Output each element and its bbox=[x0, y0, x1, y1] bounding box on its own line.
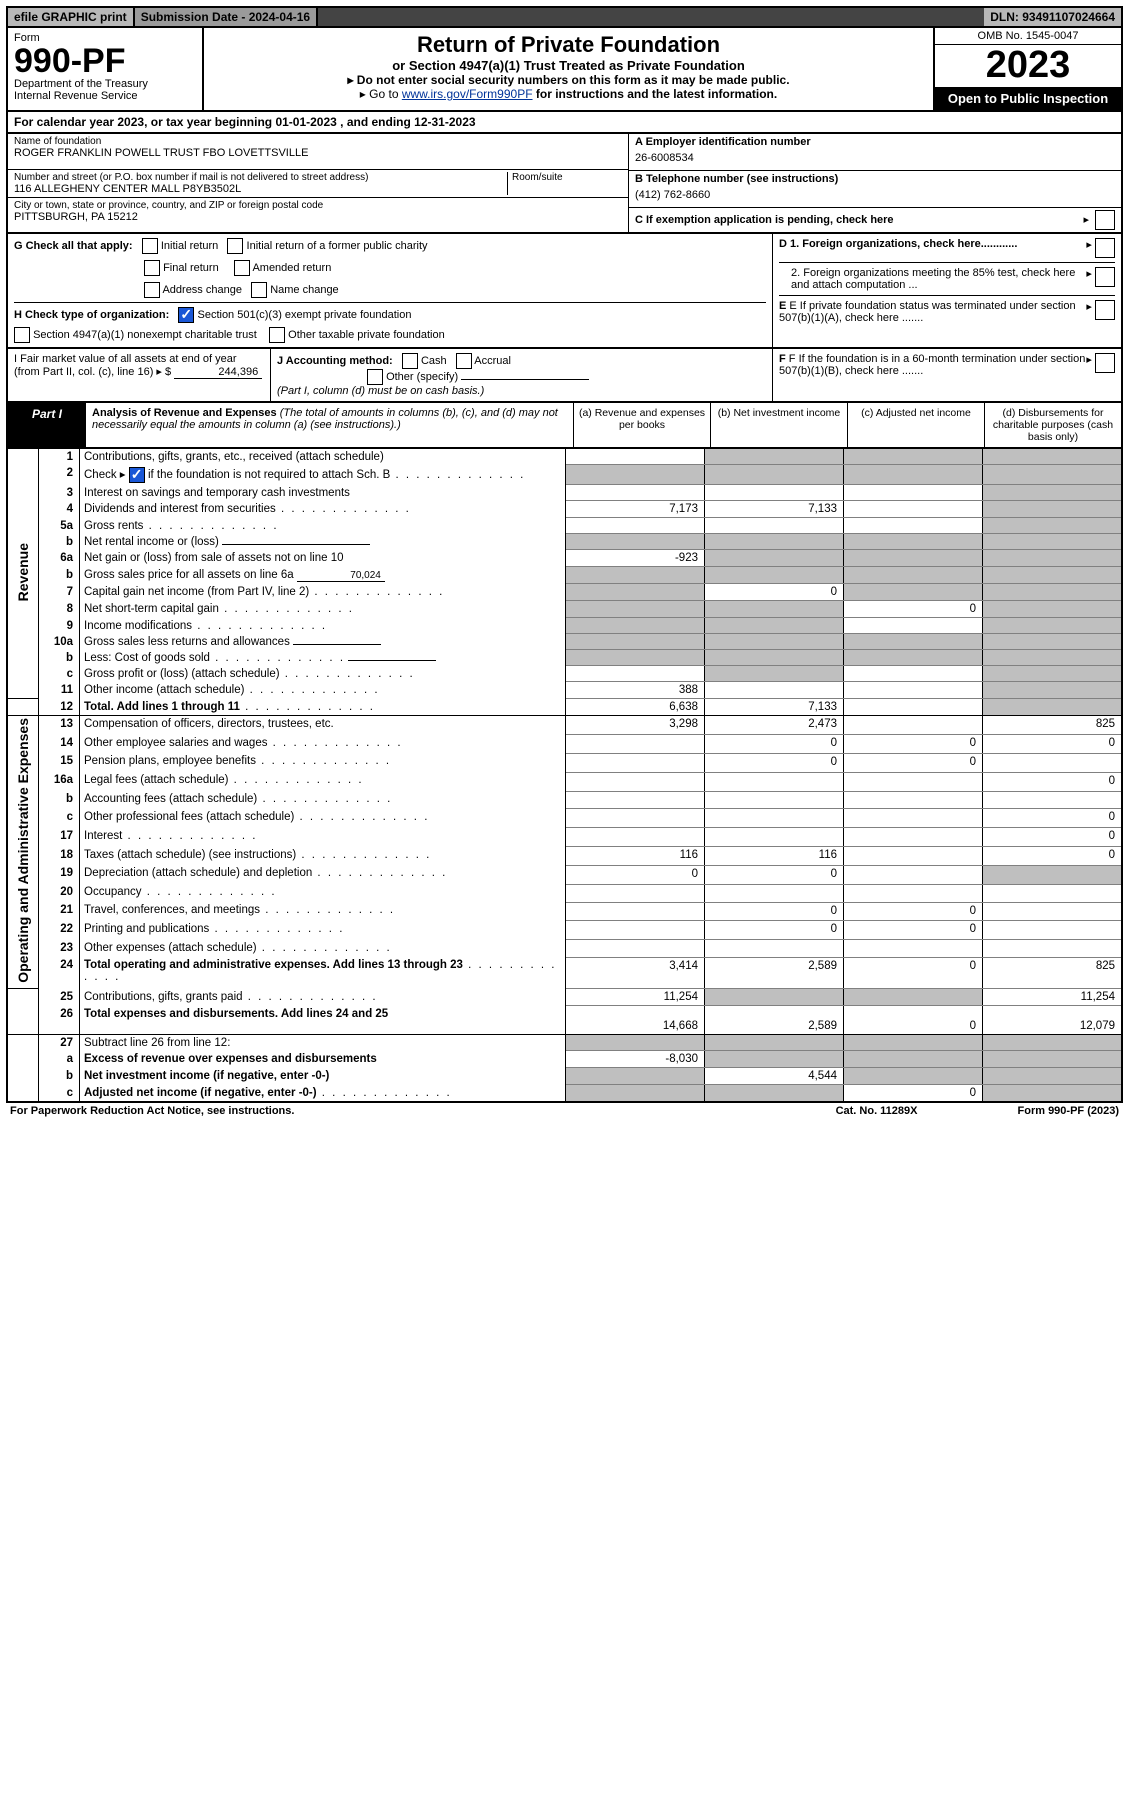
ein-label: A Employer identification number bbox=[635, 136, 811, 148]
col-a-hdr: (a) Revenue and expenses per books bbox=[573, 403, 710, 447]
g-amended[interactable] bbox=[234, 260, 250, 276]
city-label: City or town, state or province, country… bbox=[14, 200, 622, 211]
side-revenue: Revenue bbox=[15, 543, 31, 601]
h-4947[interactable] bbox=[14, 327, 30, 343]
section-g-h: G Check all that apply: Initial return I… bbox=[6, 234, 1123, 349]
j-label: J Accounting method: bbox=[277, 355, 393, 367]
d2-label: 2. Foreign organizations meeting the 85%… bbox=[779, 267, 1086, 291]
omb-number: OMB No. 1545-0047 bbox=[935, 28, 1121, 45]
phone-value: (412) 762-8660 bbox=[635, 185, 1115, 205]
g-final-return[interactable] bbox=[144, 260, 160, 276]
h-501c3[interactable] bbox=[178, 307, 194, 323]
form-subtitle: or Section 4947(a)(1) Trust Treated as P… bbox=[212, 58, 925, 73]
page-footer: For Paperwork Reduction Act Notice, see … bbox=[6, 1103, 1123, 1119]
note-ssn: ▸ Do not enter social security numbers o… bbox=[212, 73, 925, 87]
j-other[interactable] bbox=[367, 369, 383, 385]
c-checkbox[interactable] bbox=[1095, 210, 1115, 230]
g-initial-public[interactable] bbox=[227, 238, 243, 254]
col-c-hdr: (c) Adjusted net income bbox=[847, 403, 984, 447]
top-spacer bbox=[318, 8, 984, 26]
phone-label: B Telephone number (see instructions) bbox=[635, 173, 838, 185]
g-address-change[interactable] bbox=[144, 282, 160, 298]
note-link: ▸ Go to www.irs.gov/Form990PF for instru… bbox=[212, 87, 925, 101]
footer-form: Form 990-PF (2023) bbox=[1018, 1105, 1120, 1117]
footer-left: For Paperwork Reduction Act Notice, see … bbox=[10, 1105, 294, 1117]
f-checkbox[interactable] bbox=[1095, 353, 1115, 373]
form-title: Return of Private Foundation bbox=[212, 32, 925, 58]
j-note: (Part I, column (d) must be on cash basi… bbox=[277, 385, 766, 397]
dept-label: Department of the Treasury bbox=[14, 78, 196, 90]
side-expenses: Operating and Administrative Expenses bbox=[15, 718, 31, 983]
j-accrual[interactable] bbox=[456, 353, 472, 369]
foundation-name: ROGER FRANKLIN POWELL TRUST FBO LOVETTSV… bbox=[14, 147, 622, 159]
f-label: F If the foundation is in a 60-month ter… bbox=[779, 353, 1085, 377]
section-i-j-f: I Fair market value of all assets at end… bbox=[6, 349, 1123, 403]
submission-date: Submission Date - 2024-04-16 bbox=[135, 8, 318, 26]
j-cash[interactable] bbox=[402, 353, 418, 369]
city-state-zip: PITTSBURGH, PA 15212 bbox=[14, 211, 622, 223]
part1-title: Analysis of Revenue and Expenses bbox=[92, 407, 277, 419]
d2-checkbox[interactable] bbox=[1095, 267, 1115, 287]
col-d-hdr: (d) Disbursements for charitable purpose… bbox=[984, 403, 1121, 447]
e-label: E If private foundation status was termi… bbox=[779, 300, 1076, 324]
part1-header: Part I Analysis of Revenue and Expenses … bbox=[6, 403, 1123, 449]
i-value: 244,396 bbox=[174, 366, 262, 379]
info-block: Name of foundation ROGER FRANKLIN POWELL… bbox=[6, 134, 1123, 234]
g-name-change[interactable] bbox=[251, 282, 267, 298]
addr-label: Number and street (or P.O. box number if… bbox=[14, 172, 503, 183]
form-header: Form 990-PF Department of the Treasury I… bbox=[6, 28, 1123, 112]
street-address: 116 ALLEGHENY CENTER MALL P8YB3502L bbox=[14, 183, 503, 195]
g-initial-return[interactable] bbox=[142, 238, 158, 254]
col-b-hdr: (b) Net investment income bbox=[710, 403, 847, 447]
d1-label: D 1. Foreign organizations, check here..… bbox=[779, 238, 1017, 250]
ein-value: 26-6008534 bbox=[635, 148, 1115, 168]
h-label: H Check type of organization: bbox=[14, 309, 169, 321]
part1-tag: Part I bbox=[8, 403, 86, 447]
name-label: Name of foundation bbox=[14, 136, 622, 147]
top-bar: efile GRAPHIC print Submission Date - 20… bbox=[6, 6, 1123, 28]
e-checkbox[interactable] bbox=[1095, 300, 1115, 320]
efile-label: efile GRAPHIC print bbox=[8, 8, 135, 26]
open-inspection: Open to Public Inspection bbox=[935, 87, 1121, 110]
c-label: C If exemption application is pending, c… bbox=[635, 214, 1077, 226]
tax-year: 2023 bbox=[935, 45, 1121, 87]
irs-link[interactable]: www.irs.gov/Form990PF bbox=[402, 87, 533, 101]
room-label: Room/suite bbox=[512, 172, 622, 183]
form-number: 990-PF bbox=[14, 44, 196, 78]
dln-label: DLN: 93491107024664 bbox=[984, 8, 1121, 26]
calendar-year-line: For calendar year 2023, or tax year begi… bbox=[6, 112, 1123, 134]
footer-cat: Cat. No. 11289X bbox=[836, 1105, 918, 1117]
irs-label: Internal Revenue Service bbox=[14, 90, 196, 102]
part1-table: Revenue 1Contributions, gifts, grants, e… bbox=[6, 449, 1123, 1103]
d1-checkbox[interactable] bbox=[1095, 238, 1115, 258]
schB-checkbox[interactable] bbox=[129, 467, 145, 483]
g-label: G Check all that apply: bbox=[14, 240, 133, 252]
h-other-taxable[interactable] bbox=[269, 327, 285, 343]
